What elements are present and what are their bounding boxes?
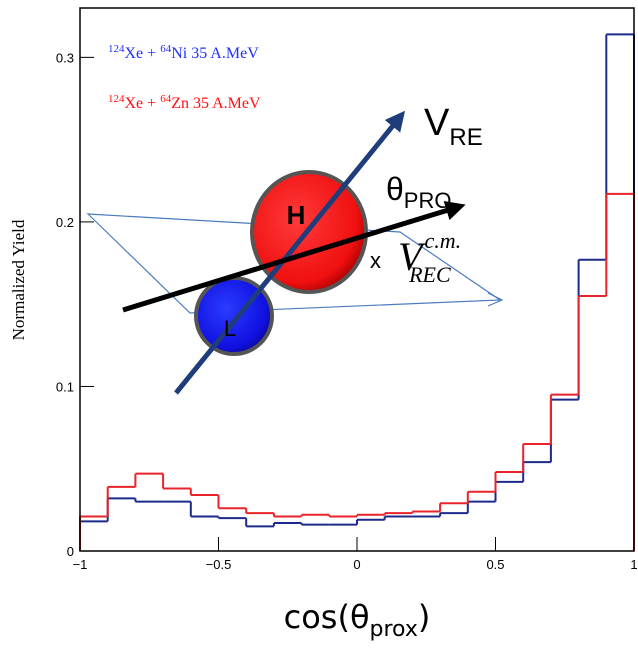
v-re-label: VRE (424, 102, 483, 151)
theta-pro-label-main: θ (386, 171, 404, 207)
legend-entry: 124Xe + 64Zn 35 A.MeV (108, 93, 261, 112)
v-rec-label-main: V (398, 234, 427, 279)
x-mark: x (370, 248, 381, 273)
theta-pro-label: θPRO (386, 171, 451, 213)
v-rec-label-sub: REC (408, 262, 451, 287)
v-rec-label: Vc.m. REC (398, 228, 461, 287)
light-label: L (224, 316, 236, 341)
heavy-label: H (287, 200, 306, 230)
v-rec-label-sup: c.m. (424, 228, 461, 253)
y-tick-label: 0.1 (56, 379, 74, 394)
x-label-tail: ) (418, 598, 430, 636)
v-re-label-sub: RE (449, 124, 482, 151)
x-tick-label: 1 (630, 557, 637, 572)
plot-frame (79, 7, 635, 552)
theta-pro-label-sub: PRO (404, 188, 452, 213)
v-re-label-main: V (424, 102, 450, 144)
x-axis-label: cos(θprox) (284, 598, 431, 642)
y-tick-label: 0.2 (56, 215, 74, 230)
x-label-sub: prox (370, 617, 418, 642)
x-tick-label: −1 (73, 557, 88, 572)
x-tick-label: 0 (353, 557, 360, 572)
plane-arrowhead (487, 292, 504, 307)
x-tick-label: 0.5 (486, 557, 504, 572)
legend-entry: 124Xe + 64Ni 35 A.MeV (108, 43, 259, 62)
v-rec-arrow (122, 200, 466, 313)
y-tick-label: 0 (67, 544, 74, 559)
y-tick-label: 0.3 (56, 50, 74, 65)
x-tick-label: −0.5 (206, 557, 232, 572)
y-axis-label: Normalized Yield (9, 219, 28, 340)
x-label-text: cos(θ (284, 598, 370, 636)
v-re-arrow (174, 110, 406, 395)
